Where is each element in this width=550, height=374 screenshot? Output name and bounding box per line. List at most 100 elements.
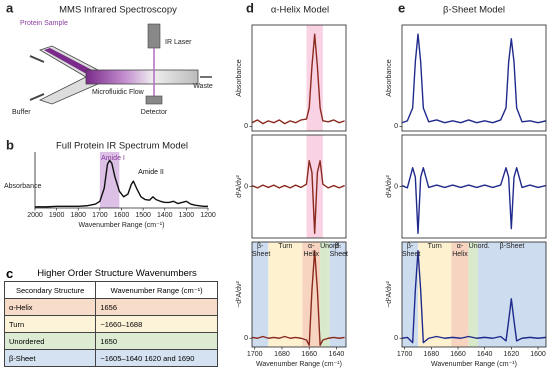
plot-area bbox=[252, 135, 345, 238]
highlight bbox=[306, 135, 323, 238]
spectrum-line bbox=[402, 167, 546, 235]
chart-title: β-Sheet Model bbox=[443, 5, 505, 16]
spectrum-line bbox=[402, 250, 546, 344]
inlet-channels bbox=[38, 45, 99, 105]
y-axis-label: Absorbance bbox=[386, 59, 393, 96]
x-axis-label: Wavenumber Range (cm⁻¹) bbox=[431, 361, 517, 368]
region-label: β-Sheet bbox=[329, 243, 348, 258]
table-cell: α-Helix bbox=[3, 298, 97, 316]
annotation: Amide I bbox=[101, 155, 125, 162]
region-label-box: Unord. bbox=[320, 243, 341, 251]
region bbox=[468, 242, 478, 347]
y-tick-label: 0 bbox=[394, 123, 398, 130]
region bbox=[418, 242, 452, 347]
region bbox=[252, 242, 269, 347]
frame bbox=[251, 241, 347, 348]
table-cell: β-Sheet bbox=[3, 349, 97, 367]
plot-area bbox=[402, 242, 546, 347]
region-label: Unord. bbox=[320, 243, 341, 251]
panel-title: MMS Infrared Spectroscopy bbox=[59, 5, 177, 16]
region-label: Turn bbox=[278, 243, 293, 250]
x-tick-label: 1700 bbox=[92, 212, 108, 219]
panel: 0 Absorbance β-Sheet Model e bbox=[386, 0, 547, 132]
region-label: β-Sheet bbox=[252, 243, 271, 258]
y-axis-label: −d²A/dν² bbox=[236, 281, 243, 308]
table-row: Turn ~1660–1688 bbox=[3, 315, 218, 333]
table-cell: 1650 bbox=[95, 332, 218, 350]
panel: β-SheetTurnα-HelixUnord.β-Sheet170016801… bbox=[236, 241, 348, 368]
plot-area bbox=[402, 167, 546, 235]
region-label: Turn bbox=[427, 243, 442, 250]
region-label-box: β-Sheet bbox=[500, 243, 525, 250]
region-label: β-Sheet bbox=[402, 243, 421, 258]
plot-area bbox=[252, 242, 346, 347]
chart-title: α-Helix Model bbox=[271, 5, 329, 16]
x-tick-label: 1600 bbox=[530, 351, 546, 358]
detector-box bbox=[145, 95, 163, 105]
region-label-box: β-Sheet bbox=[252, 243, 271, 258]
frame bbox=[401, 241, 547, 348]
chart-title: Full Protein IR Spectrum Model bbox=[56, 141, 188, 152]
plot-area bbox=[402, 33, 546, 124]
header-cell: Secondary Structure bbox=[3, 281, 97, 299]
x-axis-label: Wavenumber Range (cm⁻¹) bbox=[79, 222, 165, 229]
region-label: α-Helix bbox=[303, 243, 320, 258]
x-tick-label: 1900 bbox=[49, 212, 65, 219]
x-tick-label: 1500 bbox=[135, 212, 151, 219]
panel: β-SheetTurnα-HelixUnord.β-Sheet170016801… bbox=[386, 241, 547, 368]
x-tick-label: 1640 bbox=[477, 351, 493, 358]
table: Secondary Structure Wavenumber Range (cm⁻… bbox=[3, 281, 218, 367]
y-axis-label: Absorbance bbox=[236, 59, 243, 96]
highlight bbox=[306, 25, 323, 131]
region-label: α-Helix bbox=[452, 243, 468, 258]
x-tick-label: 1400 bbox=[157, 212, 173, 219]
region bbox=[478, 242, 546, 347]
ir-laser bbox=[147, 23, 161, 49]
panel-letter: a bbox=[6, 0, 14, 15]
x-tick-label: 1680 bbox=[424, 351, 440, 358]
x-tick-label: 1680 bbox=[274, 351, 290, 358]
table-cell: ~1605–1640 1620 and 1690 bbox=[95, 349, 218, 367]
y-tick-label: 0 bbox=[394, 335, 398, 342]
table-cell: Turn bbox=[3, 315, 97, 333]
y-axis-label: d²A/dν² bbox=[386, 175, 393, 198]
region bbox=[451, 242, 469, 347]
panel-letter: c bbox=[6, 266, 14, 281]
region bbox=[320, 242, 330, 347]
arrow bbox=[29, 55, 45, 63]
region bbox=[329, 242, 346, 347]
frame bbox=[251, 24, 347, 132]
x-tick-label: 1640 bbox=[329, 351, 345, 358]
y-tick-label: 0 bbox=[244, 123, 248, 130]
y-axis-label: −d²A/dν² bbox=[386, 281, 393, 308]
x-tick-label: 1800 bbox=[70, 212, 86, 219]
spectrum-line bbox=[252, 33, 345, 125]
table-row: β-Sheet ~1605–1640 1620 and 1690 bbox=[3, 349, 218, 367]
x-tick-label: 1600 bbox=[114, 212, 130, 219]
region-label-box: β-Sheet bbox=[402, 243, 421, 258]
sample-stream bbox=[44, 48, 96, 76]
panel: 0 Absorbance α-Helix Model d bbox=[236, 0, 347, 132]
spectrum-line bbox=[252, 250, 345, 346]
y-tick-label: 0 bbox=[244, 183, 248, 190]
table-title: Higher Order Structure Wavenumbers bbox=[37, 268, 197, 279]
label: Protein Sample bbox=[20, 20, 68, 27]
y-axis-label: d²A/dν² bbox=[236, 175, 243, 198]
region-label-box: Turn bbox=[427, 243, 442, 250]
region bbox=[268, 242, 303, 347]
y-axis-label: Absorbance bbox=[4, 183, 41, 190]
y-tick-label: 0 bbox=[244, 335, 248, 342]
table-cell: Unordered bbox=[3, 332, 97, 350]
x-tick-label: 1620 bbox=[504, 351, 520, 358]
x-axis-label: Wavenumber Range (cm⁻¹) bbox=[256, 361, 342, 368]
x-tick-label: 1300 bbox=[179, 212, 195, 219]
spectrum-line bbox=[252, 160, 345, 235]
annotation: Amide II bbox=[138, 169, 164, 176]
panel-letter: e bbox=[398, 0, 405, 15]
highlight bbox=[99, 152, 120, 208]
header-row: Secondary Structure Wavenumber Range (cm⁻… bbox=[3, 281, 218, 299]
